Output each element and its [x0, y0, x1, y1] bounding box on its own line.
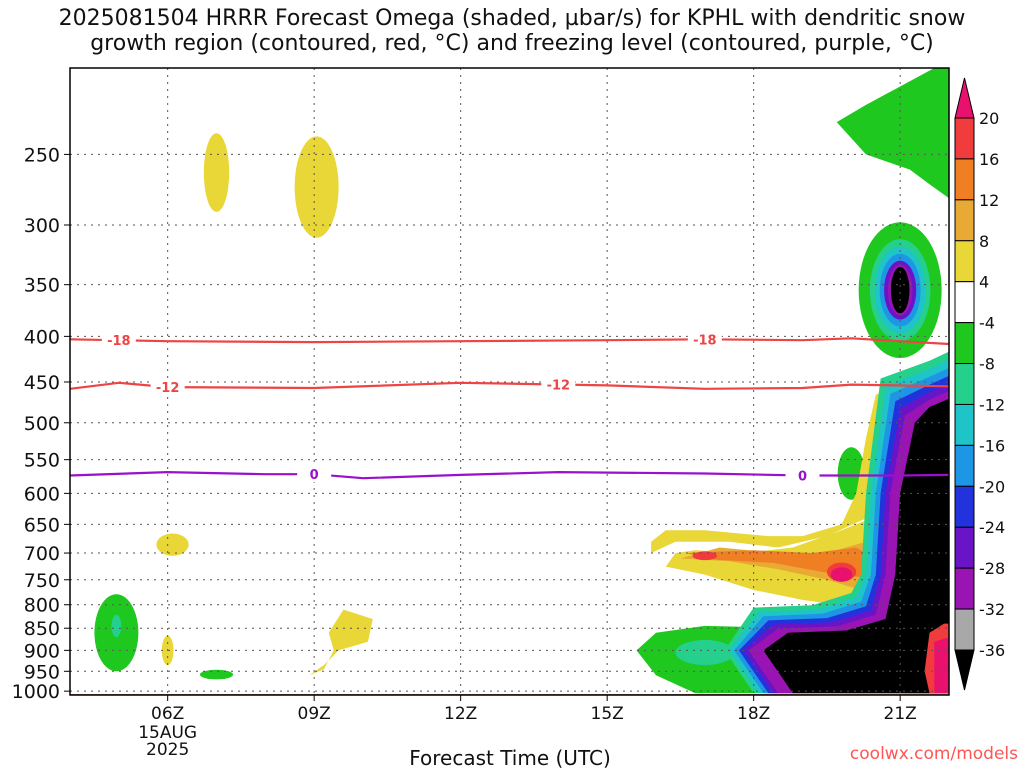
- colorbar-top-arrow: [954, 77, 975, 119]
- y-tick-label: 800: [24, 595, 60, 617]
- omega-colorbar: 20 16 12 8 4 -4 -8 -12 -16 -20 -24 -28 -32 -36: [954, 77, 1005, 691]
- y-tick-label: 750: [24, 570, 60, 592]
- contour-label-bg: [541, 376, 576, 393]
- contour-label-bg: [785, 467, 820, 484]
- chart-title: 2025081504 HRRR Forecast Omega (shaded, …: [0, 6, 1024, 56]
- colorbar-swatch: [954, 281, 975, 324]
- contour-label: 0: [310, 468, 319, 483]
- omega-surface-cell: [934, 637, 949, 694]
- pressure-axis: 2503003504004505005506006507007508008509…: [12, 144, 70, 703]
- colorbar-swatch: [954, 485, 975, 528]
- omega-shading: [70, 68, 949, 695]
- colorbar-label: -36: [979, 641, 1005, 660]
- colorbar-label: -32: [979, 600, 1005, 619]
- omega-plume-core: [830, 567, 853, 582]
- omega-descent-core: [763, 407, 949, 694]
- contour-label-bg: [101, 332, 136, 349]
- colorbar-label: 8: [979, 232, 989, 251]
- y-tick-label: 300: [24, 215, 60, 237]
- x-tick-label: 09Z: [298, 704, 331, 724]
- omega-cell-negative: [199, 669, 234, 680]
- x-tick-label: 15Z: [591, 704, 624, 724]
- omega-cell-negative: [111, 614, 122, 638]
- colorbar-swatch: [954, 567, 975, 610]
- y-tick-label: 950: [24, 661, 60, 683]
- title-line-2: growth region (contoured, red, °C) and f…: [90, 31, 934, 56]
- y-tick-label: 600: [24, 483, 60, 505]
- y-tick-label: 500: [24, 413, 60, 435]
- colorbar-swatch: [954, 526, 975, 569]
- colorbar-swatch: [954, 158, 975, 201]
- omega-cell-positive: [156, 533, 189, 556]
- colorbar-label: 4: [979, 273, 989, 292]
- omega-plume-core: [692, 551, 718, 561]
- y-tick-label: 900: [24, 640, 60, 662]
- y-tick-label: 1000: [12, 681, 60, 703]
- contour-line: [70, 381, 949, 390]
- contour-label: -12: [156, 381, 180, 396]
- colorbar-label: -8: [979, 355, 995, 374]
- credit-text: coolwx.com/models: [849, 744, 1018, 764]
- y-tick-label: 250: [24, 144, 60, 166]
- y-tick-label: 350: [24, 275, 60, 297]
- colorbar-swatch: [954, 608, 975, 651]
- y-tick-label: 400: [24, 326, 60, 348]
- x-axis-label: Forecast Time (UTC): [409, 746, 611, 768]
- y-tick-label: 550: [24, 450, 60, 472]
- contour-line: [70, 470, 949, 480]
- temperature-contours: -18 -18 -12 -12 0 0: [70, 331, 949, 485]
- colorbar-label: -24: [979, 518, 1005, 537]
- colorbar-label: 20: [979, 109, 999, 128]
- contour-label: 0: [798, 470, 807, 485]
- colorbar-label: -12: [979, 395, 1005, 414]
- y-tick-label: 850: [24, 618, 60, 640]
- omega-cell-negative: [836, 68, 949, 199]
- x-tick-label: 21Z: [884, 704, 917, 724]
- colorbar-swatch: [954, 240, 975, 283]
- colorbar-label: 16: [979, 150, 999, 169]
- omega-ring: [890, 266, 910, 314]
- contour-label: -18: [693, 333, 717, 348]
- colorbar-swatch: [954, 363, 975, 405]
- omega-cell-positive: [309, 609, 373, 676]
- colorbar-label: -28: [979, 559, 1005, 578]
- colorbar-label: -16: [979, 436, 1005, 455]
- colorbar-bottom-arrow: [954, 649, 975, 691]
- omega-lowband-core: [675, 639, 735, 666]
- x-tick-label: 06Z: [151, 704, 184, 724]
- contour-line: [70, 337, 949, 346]
- omega-cell-positive: [294, 136, 339, 238]
- x-tick-sublabel: 15AUG: [138, 723, 197, 743]
- colorbar-swatch: [954, 117, 975, 160]
- y-tick-label: 450: [24, 372, 60, 394]
- colorbar-label: 12: [979, 191, 999, 210]
- y-tick-label: 700: [24, 543, 60, 565]
- colorbar-swatch: [954, 403, 975, 446]
- colorbar-label: -20: [979, 477, 1005, 496]
- x-tick-label: 18Z: [737, 704, 770, 724]
- contour-label-bg: [297, 466, 332, 483]
- y-tick-label: 650: [24, 514, 60, 536]
- omega-cell-positive: [203, 133, 230, 212]
- contour-label-bg: [150, 379, 185, 396]
- title-line-1: 2025081504 HRRR Forecast Omega (shaded, …: [58, 6, 966, 31]
- colorbar-label: -4: [979, 314, 995, 333]
- colorbar-swatch: [954, 322, 975, 365]
- x-tick-sublabel: 2025: [146, 740, 189, 760]
- contour-label: -18: [107, 334, 131, 349]
- contour-label: -12: [547, 379, 571, 394]
- colorbar-swatch: [954, 199, 975, 242]
- colorbar-swatch: [954, 444, 975, 487]
- x-tick-label: 12Z: [444, 704, 477, 724]
- contour-label-bg: [687, 331, 722, 348]
